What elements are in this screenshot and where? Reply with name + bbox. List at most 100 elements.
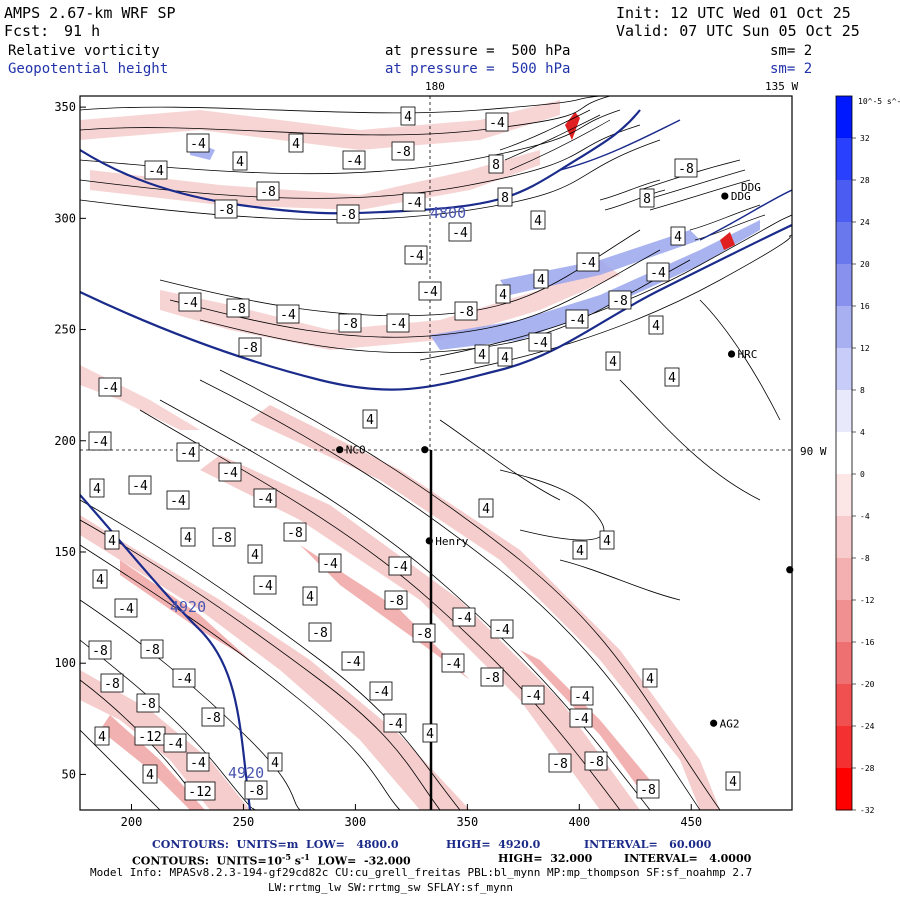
contour-value-box: -4 [176, 442, 200, 462]
contour-value-text: -8 [340, 208, 356, 223]
model-title: AMPS 2.67-km WRF SP [4, 4, 176, 22]
contour-value-box-frame [497, 187, 513, 207]
contour-value-text: -4 [92, 435, 108, 450]
contour-value-text: -4 [574, 690, 590, 705]
colorbar-tick-label: 0 [860, 470, 865, 479]
contour-value-box: -4 [448, 222, 472, 242]
contour-value-box: -8 [338, 313, 362, 333]
contour-value-box-frame [362, 409, 378, 429]
contour-value-box-frame [441, 653, 465, 673]
model-info-radiation: LW:rrtmg_lw SW:rrtmg_sw SFLAY:sf_mynn [268, 881, 514, 894]
contour-value-box-frame [386, 313, 410, 333]
station-marker [336, 446, 344, 454]
contour-value-text: 4 [96, 573, 104, 588]
contour-value-box-frame [247, 544, 263, 564]
contour-value-box-frame [674, 158, 698, 178]
contour-value-box-frame [528, 332, 552, 352]
contour-value-box-frame [642, 668, 658, 688]
contour-value-box: -4 [383, 713, 407, 733]
height-contour-units: CONTOURS: UNITS=m LOW= 4800.0 [152, 838, 399, 851]
station-marker [721, 192, 729, 200]
smoothing-geopotential: sm= 2 [770, 61, 813, 77]
contour-value-text: -4 [190, 137, 206, 152]
colorbar-tick-label: 24 [860, 218, 870, 227]
contour-value-text: 8 [501, 191, 509, 206]
contour-value-box-frame [402, 192, 426, 212]
model-info: Model Info: MPASv8.2.3-194-gf29cd82c CU:… [90, 866, 753, 879]
contour-value-box-frame [646, 262, 670, 282]
contour-value-text: -4 [494, 623, 510, 638]
contour-value-text: -4 [170, 494, 186, 509]
contour-value-box: -8 [214, 199, 238, 219]
contour-value-box-frame [178, 292, 202, 312]
contour-value-box-frame [599, 530, 615, 550]
contour-value-box: -4 [253, 488, 277, 508]
contour-value-box: 4 [599, 530, 615, 550]
contour-value-box-frame [186, 752, 210, 772]
contour-value-box: 8 [488, 154, 504, 174]
contour-value-box: 4 [495, 284, 511, 304]
contour-value-box-frame [570, 686, 594, 706]
contour-value-box-frame [88, 640, 112, 660]
station-label: HRC [738, 348, 758, 361]
forecast-label: Fcst: [4, 22, 50, 40]
contour-value-text: 4 [646, 672, 654, 687]
contour-value-box: -8 [201, 707, 225, 727]
contour-value-box: 4 [670, 226, 686, 246]
field-geopotential: Geopotential height [8, 61, 169, 77]
contour-value-text: -8 [140, 697, 156, 712]
contour-value-box: -4 [452, 607, 476, 627]
contour-value-box: -4 [485, 112, 509, 132]
colorbar-swatch [836, 222, 852, 265]
station-marker [710, 719, 718, 727]
colorbar-tick-label: -16 [860, 638, 875, 647]
field-layer [80, 96, 792, 810]
contour-value-text: -4 [148, 164, 164, 179]
contour-value-text: -4 [280, 308, 296, 323]
contour-value-text: -4 [257, 492, 273, 507]
contour-value-text: -4 [222, 466, 238, 481]
colorbar-swatch [836, 348, 852, 391]
contour-value-box-frame [448, 222, 472, 242]
station-label: DDG [731, 190, 751, 203]
valid-time: Valid: 07 UTC Sun 05 Oct 25 [616, 22, 860, 40]
contour-value-box-frame [490, 619, 514, 639]
init-time: Init: 12 UTC Wed 01 Oct 25 [616, 4, 851, 22]
contour-value-text: 4 [146, 768, 154, 783]
contour-value-text: 4 [236, 155, 244, 170]
colorbar-tick-label: 28 [860, 176, 870, 185]
contour-value-box: 4 [533, 269, 549, 289]
contour-value-box-frame [664, 367, 680, 387]
parallel-label-90w: 90 W [800, 445, 827, 458]
height-contour-high: HIGH= 4920.0 [446, 838, 541, 851]
contour-value-box-frame [238, 337, 262, 357]
plot-frame [79, 95, 793, 811]
contour-value-text: -4 [387, 717, 403, 732]
contour-value-box: -4 [144, 160, 168, 180]
contour-value-box-frame [480, 667, 504, 687]
contour-value-box-frame [495, 284, 511, 304]
contour-value-text: -4 [573, 712, 589, 727]
contour-value-box: -4 [386, 313, 410, 333]
contour-value-text: -4 [525, 689, 541, 704]
height-label-4920-b: 4920 [228, 764, 264, 782]
contour-value-text: -4 [180, 446, 196, 461]
contour-value-text: -8 [218, 203, 234, 218]
contour-value-text: -4 [322, 557, 338, 572]
contour-value-box-frame [253, 575, 277, 595]
colorbar-swatch [836, 558, 852, 601]
contour-value-text: -4 [346, 154, 362, 169]
contour-value-box-frame [88, 431, 112, 451]
x-tick-label: 200 [121, 815, 143, 829]
contour-value-box-frame [521, 685, 545, 705]
contour-value-box-frame [725, 771, 741, 791]
contour-value-text: 4 [93, 482, 101, 497]
contour-value-box-frame [144, 160, 168, 180]
contour-value-text: -4 [118, 602, 134, 617]
contour-value-box-frame [474, 344, 490, 364]
contour-value-box-frame [565, 309, 589, 329]
colorbar-tick-label: -28 [860, 764, 875, 773]
x-tick-label: 400 [568, 815, 590, 829]
contour-value-box: -4 [318, 553, 342, 573]
